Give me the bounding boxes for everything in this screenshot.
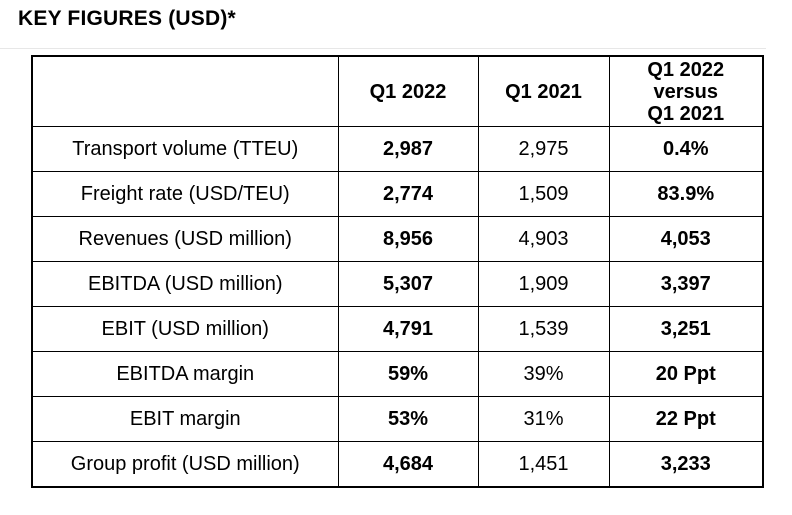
table-row: Group profit (USD million) 4,684 1,451 3… bbox=[31, 441, 764, 488]
table-row: EBIT margin 53% 31% 22 Ppt bbox=[31, 396, 764, 442]
col-header-versus: Q1 2022 versus Q1 2021 bbox=[608, 55, 764, 127]
cell-q1-2021: 1,451 bbox=[477, 441, 610, 488]
cell-q1-2021: 39% bbox=[477, 351, 610, 397]
cell-q1-2022: 59% bbox=[337, 351, 479, 397]
table-row: EBITDA (USD million) 5,307 1,909 3,397 bbox=[31, 261, 764, 307]
cell-q1-2021: 2,975 bbox=[477, 126, 610, 172]
col-header-metric bbox=[31, 55, 339, 127]
row-label: Group profit (USD million) bbox=[31, 441, 339, 488]
cell-q1-2022: 4,791 bbox=[337, 306, 479, 352]
cell-q1-2022: 5,307 bbox=[337, 261, 479, 307]
cell-q1-2022: 2,987 bbox=[337, 126, 479, 172]
cell-delta: 3,397 bbox=[608, 261, 764, 307]
cell-q1-2022: 8,956 bbox=[337, 216, 479, 262]
cell-delta: 22 Ppt bbox=[608, 396, 764, 442]
row-label: Transport volume (TTEU) bbox=[31, 126, 339, 172]
row-label: EBITDA (USD million) bbox=[31, 261, 339, 307]
cell-q1-2021: 4,903 bbox=[477, 216, 610, 262]
cell-q1-2022: 4,684 bbox=[337, 441, 479, 488]
cell-delta: 4,053 bbox=[608, 216, 764, 262]
table-row: Revenues (USD million) 8,956 4,903 4,053 bbox=[31, 216, 764, 262]
cell-q1-2021: 1,909 bbox=[477, 261, 610, 307]
cell-q1-2021: 1,539 bbox=[477, 306, 610, 352]
cell-delta: 0.4% bbox=[608, 126, 764, 172]
cell-delta: 3,251 bbox=[608, 306, 764, 352]
col-header-q1-2022: Q1 2022 bbox=[337, 55, 479, 127]
row-label: EBITDA margin bbox=[31, 351, 339, 397]
table-row: Freight rate (USD/TEU) 2,774 1,509 83.9% bbox=[31, 171, 764, 217]
cell-q1-2021: 1,509 bbox=[477, 171, 610, 217]
page-title: KEY FIGURES (USD)* bbox=[18, 7, 236, 30]
table-row: EBITDA margin 59% 39% 20 Ppt bbox=[31, 351, 764, 397]
cell-q1-2021: 31% bbox=[477, 396, 610, 442]
cell-delta: 20 Ppt bbox=[608, 351, 764, 397]
col-header-q1-2021: Q1 2021 bbox=[477, 55, 610, 127]
table-row: EBIT (USD million) 4,791 1,539 3,251 bbox=[31, 306, 764, 352]
row-label: EBIT (USD million) bbox=[31, 306, 339, 352]
row-label: Revenues (USD million) bbox=[31, 216, 339, 262]
row-label: EBIT margin bbox=[31, 396, 339, 442]
header-row: Q1 2022 Q1 2021 Q1 2022 versus Q1 2021 bbox=[31, 55, 764, 127]
cell-delta: 83.9% bbox=[608, 171, 764, 217]
cell-q1-2022: 53% bbox=[337, 396, 479, 442]
cell-delta: 3,233 bbox=[608, 441, 764, 488]
key-figures-table: Q1 2022 Q1 2021 Q1 2022 versus Q1 2021 T… bbox=[31, 55, 764, 488]
cell-q1-2022: 2,774 bbox=[337, 171, 479, 217]
horizontal-divider bbox=[0, 48, 766, 49]
table-row: Transport volume (TTEU) 2,987 2,975 0.4% bbox=[31, 126, 764, 172]
row-label: Freight rate (USD/TEU) bbox=[31, 171, 339, 217]
